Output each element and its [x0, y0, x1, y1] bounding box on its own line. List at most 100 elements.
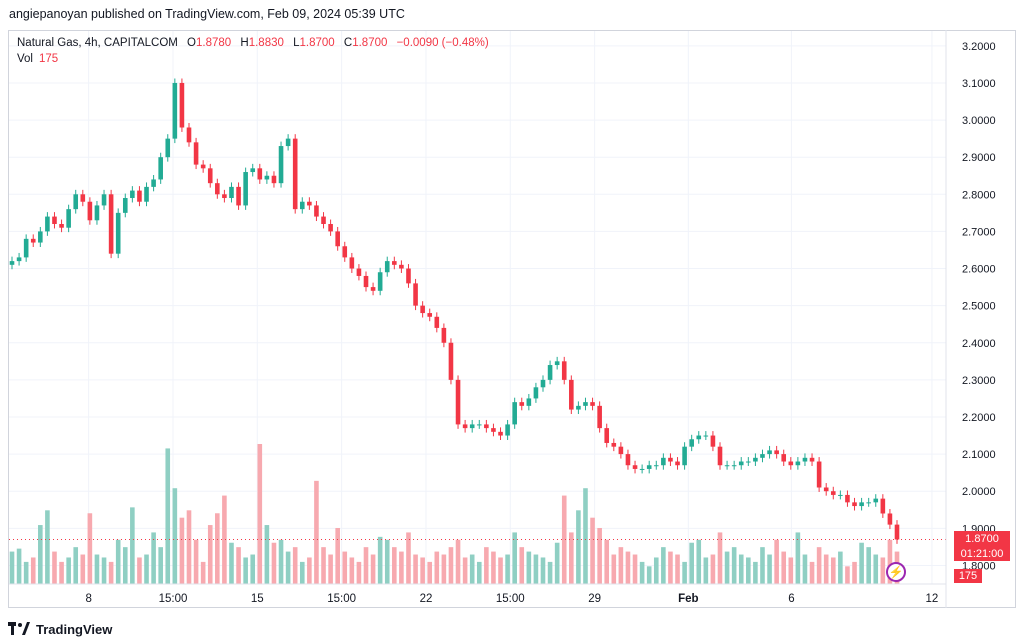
candle-body [788, 461, 794, 466]
volume-bar [873, 554, 879, 584]
lightning-icon[interactable]: ⚡ [886, 562, 906, 582]
volume-bar [547, 561, 553, 584]
candle-body [859, 502, 864, 507]
candle-body [207, 168, 213, 184]
candle-body [257, 168, 263, 180]
candle-body [229, 186, 234, 199]
legend-volume-label[interactable]: Vol [17, 53, 33, 65]
candle-body [392, 261, 397, 265]
candle-body [23, 238, 29, 258]
volume-bar [130, 507, 135, 584]
candle-body [689, 439, 694, 447]
volume-bar [809, 561, 815, 584]
volume-bar [590, 517, 595, 584]
legend-open: O1.8780 [187, 37, 231, 49]
legend-high-value: 1.8830 [248, 37, 284, 49]
candle-body [342, 246, 348, 258]
volume-bar [484, 547, 489, 584]
volume-bar [469, 554, 475, 584]
volume-bar [80, 554, 86, 584]
candle-body [250, 168, 256, 173]
candle-body [476, 424, 482, 426]
candle-body [661, 457, 666, 466]
candle-body [668, 457, 673, 462]
volume-bar [264, 525, 270, 584]
candle-body [165, 138, 171, 158]
volume-bar [434, 551, 440, 584]
volume-bar [668, 551, 673, 584]
candle-body [710, 435, 716, 447]
candle-body [753, 457, 758, 462]
candle-body [59, 223, 64, 228]
volume-bar [611, 554, 617, 584]
candle-body [696, 435, 702, 440]
candle-body [66, 209, 71, 228]
volume-bar [476, 561, 482, 584]
top-bar: angiepanoyan published on TradingView.co… [0, 0, 1024, 28]
volume-bar [731, 547, 737, 584]
volume-bar [108, 561, 114, 584]
y-tick-label: 2.2000 [962, 412, 996, 424]
legend-high: H1.8830 [240, 37, 284, 49]
candle-body [363, 275, 369, 288]
candle-body [618, 446, 624, 455]
volume-bar [384, 539, 390, 584]
candle-body [561, 361, 567, 380]
volume-bar [427, 561, 433, 584]
volume-bar [151, 532, 156, 584]
y-tick-label: 3.2000 [962, 41, 996, 53]
volume-bar [45, 510, 50, 584]
candle-body [193, 142, 199, 165]
volume-bar [696, 539, 702, 584]
y-tick-label: 2.5000 [962, 301, 996, 313]
volume-bar [653, 557, 659, 584]
candle-body [321, 216, 326, 224]
candle-body [767, 450, 772, 455]
volume-bar [788, 557, 794, 584]
volume-bar [823, 554, 829, 584]
candle-body [307, 201, 312, 206]
candle-body [299, 201, 305, 210]
candle-body [838, 494, 843, 496]
legend-symbol[interactable]: Natural Gas, 4h, CAPITALCOM [17, 37, 178, 49]
countdown-tag: 01:21:00 [954, 547, 1010, 561]
footer-brand[interactable]: TradingView [36, 621, 113, 637]
volume-bar [830, 557, 836, 584]
candle-body [632, 465, 638, 469]
candle-body [724, 465, 730, 467]
candle-body [717, 446, 723, 466]
candle-body [646, 465, 652, 469]
candle-body [675, 461, 680, 466]
legend-volume-value: 175 [39, 53, 59, 65]
x-tick-label: 29 [588, 593, 601, 605]
candle-body [186, 127, 192, 143]
candle-body [434, 316, 440, 328]
volume-bar [887, 539, 893, 584]
candle-body [604, 428, 610, 443]
volume-bar [540, 557, 546, 584]
candle-body [420, 305, 425, 314]
volume-bar [816, 547, 822, 584]
volume-bar [767, 554, 772, 584]
candle-body [399, 264, 404, 269]
volume-bar [335, 528, 340, 584]
candle-body [384, 261, 390, 273]
volume-bar [299, 561, 305, 584]
candle-body [101, 194, 107, 206]
volume-bar [880, 557, 886, 584]
candle-body [519, 402, 525, 406]
candle-body [236, 186, 241, 206]
candle-body [328, 223, 333, 232]
volume-bar [512, 532, 517, 584]
candle-body [314, 205, 319, 217]
volume-bar [158, 547, 163, 584]
candle-body [292, 138, 298, 210]
volume-bar [399, 551, 404, 584]
volume-bar [519, 547, 525, 584]
legend-open-label: O [187, 37, 196, 49]
candle-body [540, 379, 546, 388]
volume-bar [215, 513, 220, 584]
candle-body [760, 454, 765, 458]
candle-body [830, 491, 836, 495]
